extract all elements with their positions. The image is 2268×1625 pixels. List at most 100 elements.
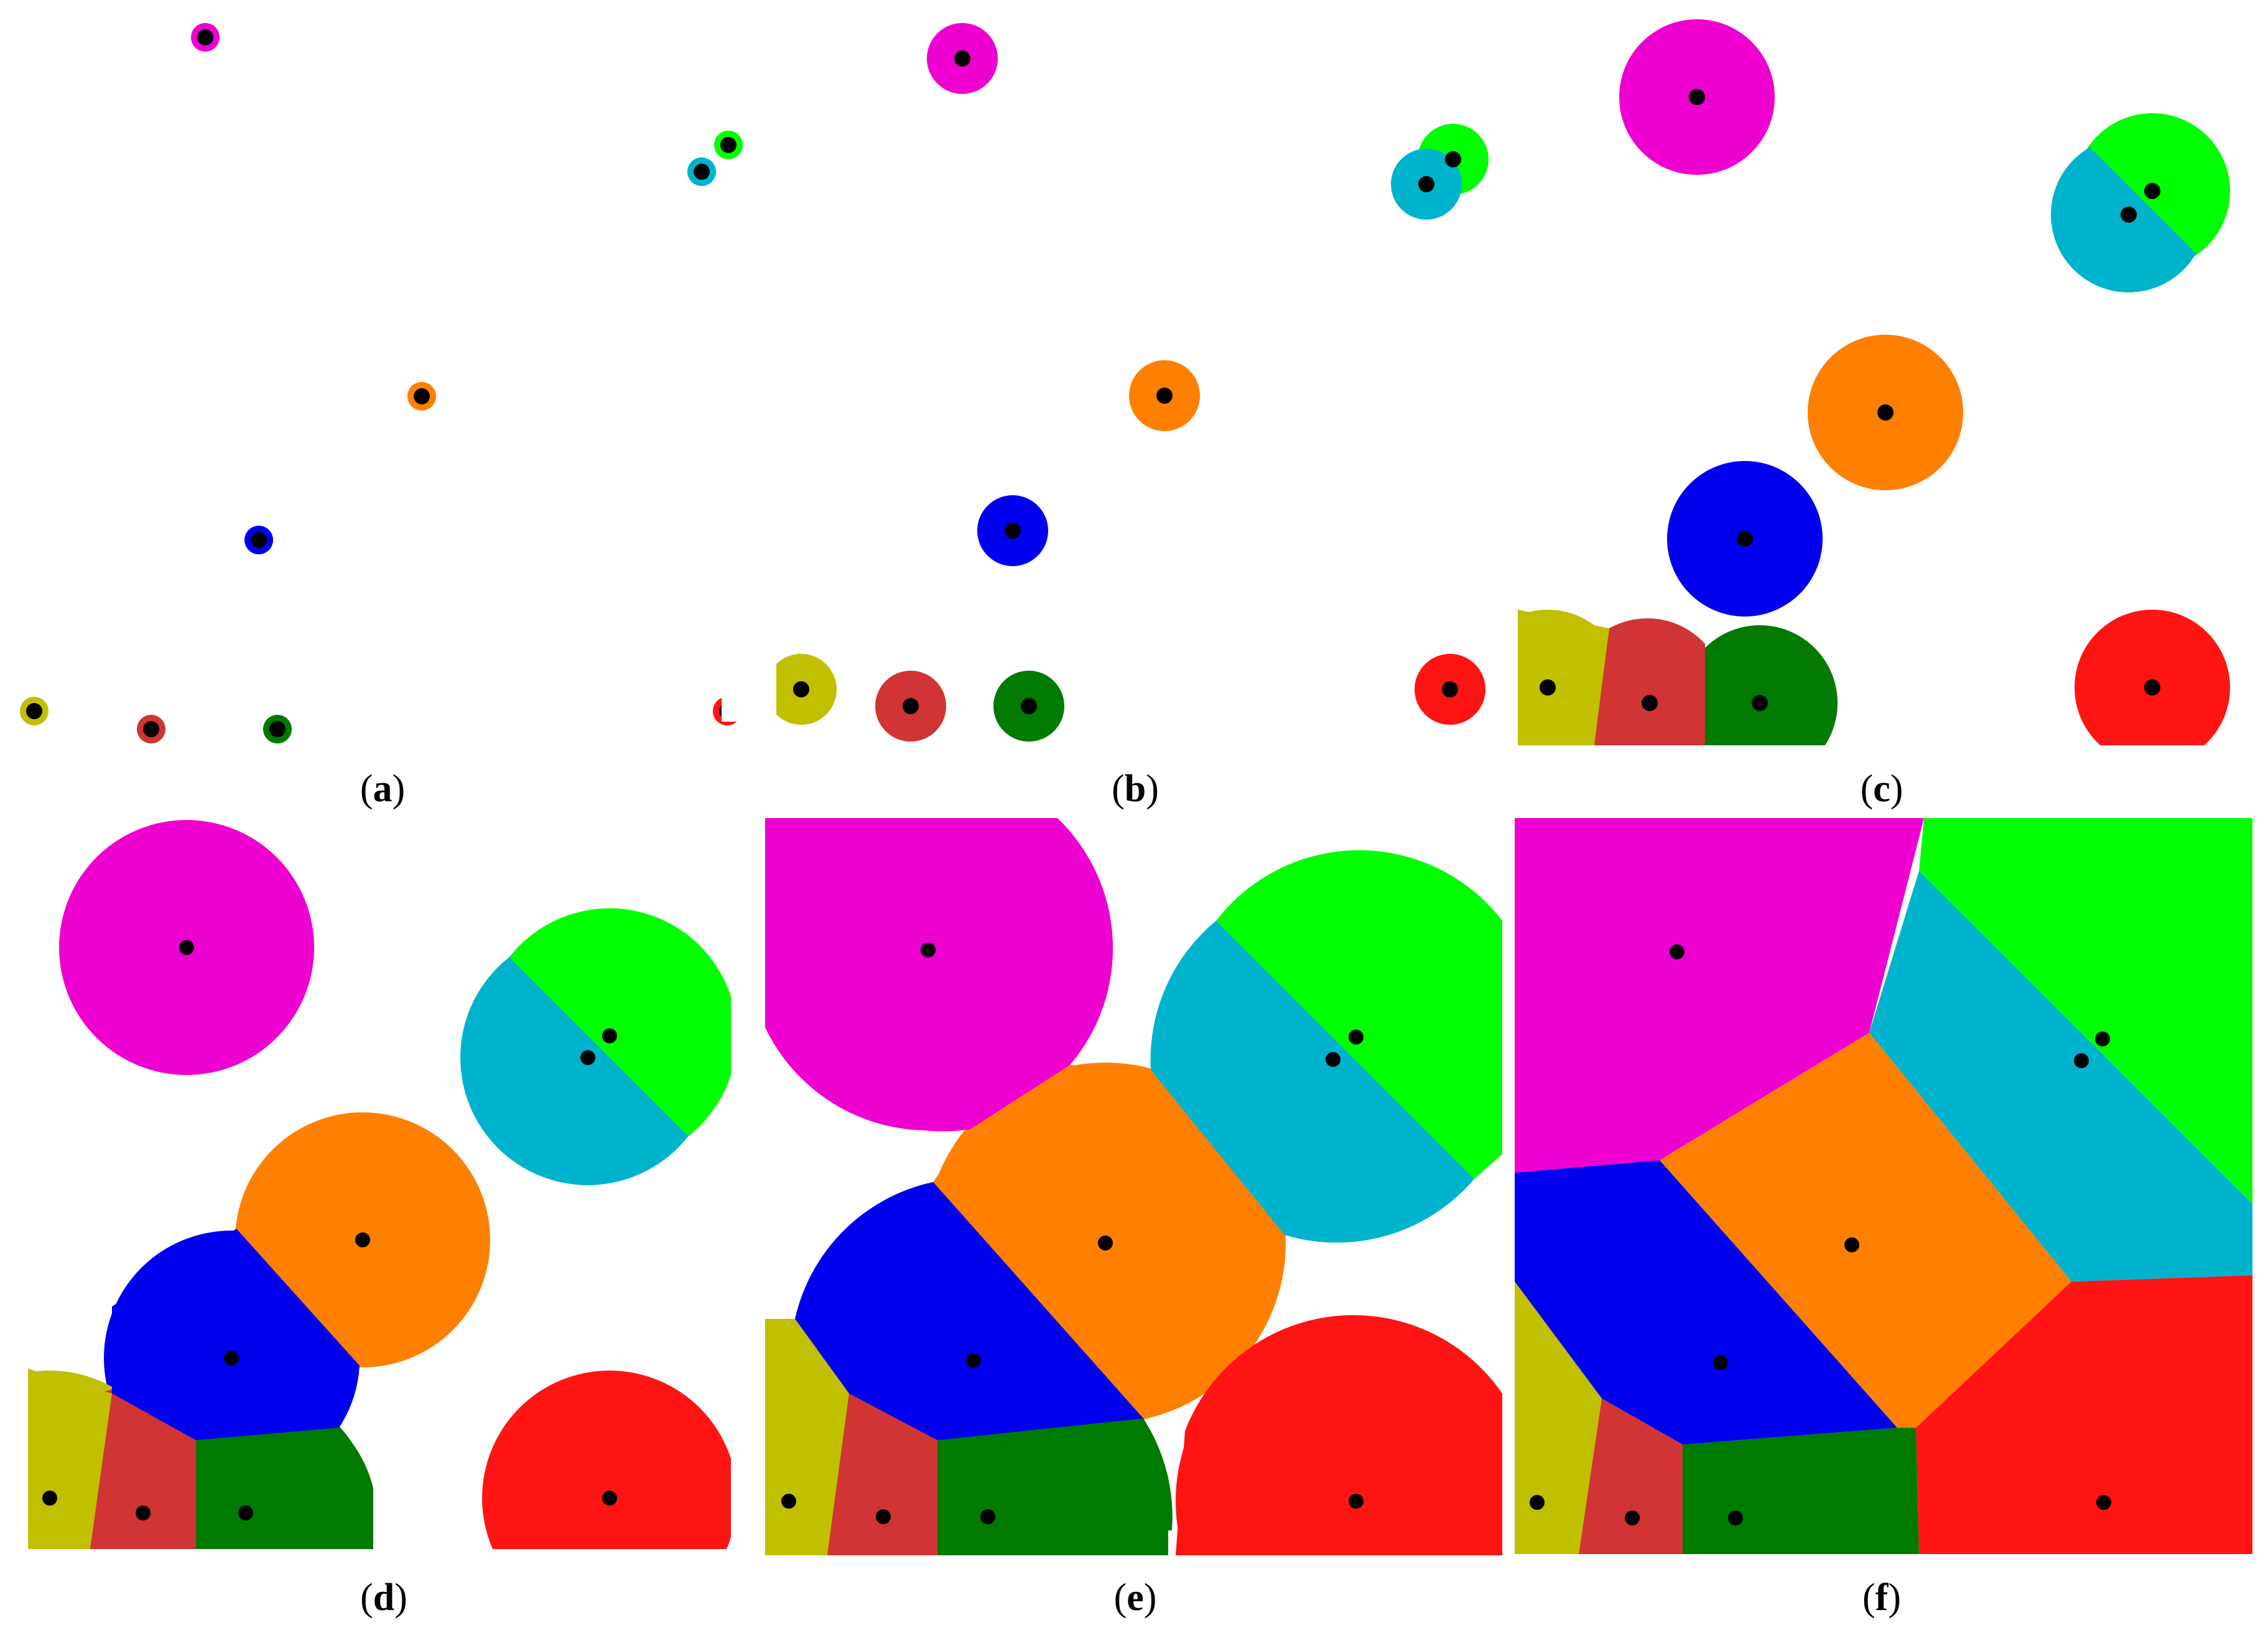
- panel-c-seed-points: [1540, 89, 2160, 711]
- seed-point: [2096, 1495, 2111, 1510]
- panel-a-seed-points: [26, 29, 737, 737]
- caption-d: (d): [360, 1576, 407, 1619]
- region-blue-overlay: [795, 1182, 1143, 1440]
- seed-point: [179, 940, 194, 955]
- region-magenta: [1515, 818, 1924, 1173]
- panel-e-gap: [1168, 1530, 1176, 1555]
- seed-point: [26, 703, 42, 719]
- caption-f: (f): [1862, 1576, 1901, 1619]
- seed-point: [980, 1509, 995, 1524]
- region-red: [1916, 1275, 2252, 1554]
- seed-point: [1442, 681, 1458, 697]
- region-green-overlay: [510, 908, 731, 1135]
- panel-d-gap: [373, 1400, 482, 1549]
- panel-c: (c): [1518, 19, 2230, 810]
- panel-e: (e): [765, 818, 1502, 1619]
- seed-point: [1689, 89, 1705, 105]
- region-dark-green: [1682, 625, 1838, 745]
- seed-point: [1728, 1511, 1743, 1525]
- seed-point: [197, 29, 213, 45]
- seed-point: [966, 1353, 981, 1368]
- caption-a: (a): [360, 768, 405, 810]
- panel-e-regions: [765, 818, 1502, 1555]
- region-red: [2075, 610, 2230, 745]
- seed-point: [1349, 1030, 1364, 1045]
- seed-point: [602, 1491, 617, 1506]
- seed-point: [903, 698, 919, 714]
- panel-c-regions: [1518, 19, 2230, 745]
- caption-c: (c): [1861, 768, 1903, 810]
- seed-point: [1625, 1511, 1640, 1525]
- panel-e-seed-points: [781, 943, 1364, 1524]
- region-red-overlay: [1176, 1315, 1502, 1555]
- region-olive: [1515, 1282, 1602, 1554]
- seed-point: [1326, 1052, 1341, 1067]
- seed-point: [1530, 1495, 1545, 1510]
- region-dark-green: [1683, 1428, 1919, 1554]
- seed-point: [2074, 1053, 2089, 1068]
- seed-point: [1877, 404, 1894, 421]
- seed-point: [1156, 388, 1173, 404]
- region-green-overlay: [1216, 850, 1502, 1179]
- region-cyan-overlay: [1150, 921, 1474, 1243]
- seed-point: [143, 721, 159, 737]
- seed-point: [1540, 679, 1556, 696]
- seed-point: [876, 1509, 891, 1524]
- seed-point: [1349, 1494, 1364, 1509]
- seed-point: [602, 1028, 617, 1043]
- seed-point: [2095, 1031, 2110, 1046]
- panel-d: (d): [28, 820, 731, 1619]
- seed-point: [355, 1232, 370, 1247]
- seed-point: [238, 1506, 253, 1520]
- region-brick-overlay: [827, 1394, 937, 1555]
- region-brick: [1579, 1399, 1683, 1554]
- seed-point: [2121, 207, 2137, 223]
- seed-point: [694, 164, 710, 180]
- region-red: [482, 1371, 731, 1549]
- region-brick-overlay: [1594, 618, 1705, 745]
- seed-point: [1844, 1237, 1859, 1252]
- region-orange: [1660, 1033, 2071, 1428]
- panel-f: (f): [1515, 818, 2252, 1619]
- seed-point: [1021, 698, 1037, 714]
- seed-point: [781, 1494, 796, 1509]
- region-magenta-overlay: [765, 818, 1113, 1132]
- seed-point: [1005, 523, 1021, 539]
- panel-f-seed-points: [1530, 944, 2111, 1525]
- seed-point: [1713, 1355, 1728, 1370]
- seed-point: [2144, 679, 2160, 696]
- panel-b: (b): [722, 23, 1489, 810]
- seed-point: [251, 532, 267, 548]
- seed-point: [1752, 695, 1768, 711]
- region-dark-green-overlay: [937, 1418, 1173, 1555]
- panel-b-regions: [722, 23, 1489, 742]
- panel-b-seed-points: [793, 50, 1461, 714]
- region-blue-overlay: [112, 1229, 360, 1440]
- region-green: [1919, 818, 2252, 1204]
- panel-a: (a): [20, 23, 743, 810]
- seed-point: [1445, 151, 1461, 167]
- panel-b-left-crop: [722, 647, 776, 722]
- seed-point: [793, 681, 809, 697]
- panel-f-regions: [1515, 818, 2252, 1554]
- seed-point: [2144, 183, 2160, 199]
- panel-d-seed-points: [42, 940, 617, 1520]
- seed-point: [269, 721, 286, 737]
- region-orange-overlay: [236, 1112, 470, 1366]
- seed-point: [954, 50, 970, 67]
- seed-point: [1737, 531, 1753, 547]
- seed-point: [1418, 176, 1434, 192]
- region-olive-overlay: [1518, 610, 1609, 745]
- panel-d-regions: [28, 820, 731, 1549]
- seed-point: [414, 388, 430, 404]
- panel-a-regions: [20, 23, 743, 743]
- region-blue: [1515, 1160, 1897, 1445]
- caption-b: (b): [1112, 768, 1159, 810]
- seed-point: [921, 943, 936, 957]
- seed-point: [1098, 1236, 1113, 1250]
- caption-e: (e): [1114, 1576, 1157, 1619]
- seed-point: [42, 1491, 57, 1506]
- region-dark-green-overlay: [196, 1428, 377, 1549]
- seed-point: [580, 1050, 595, 1065]
